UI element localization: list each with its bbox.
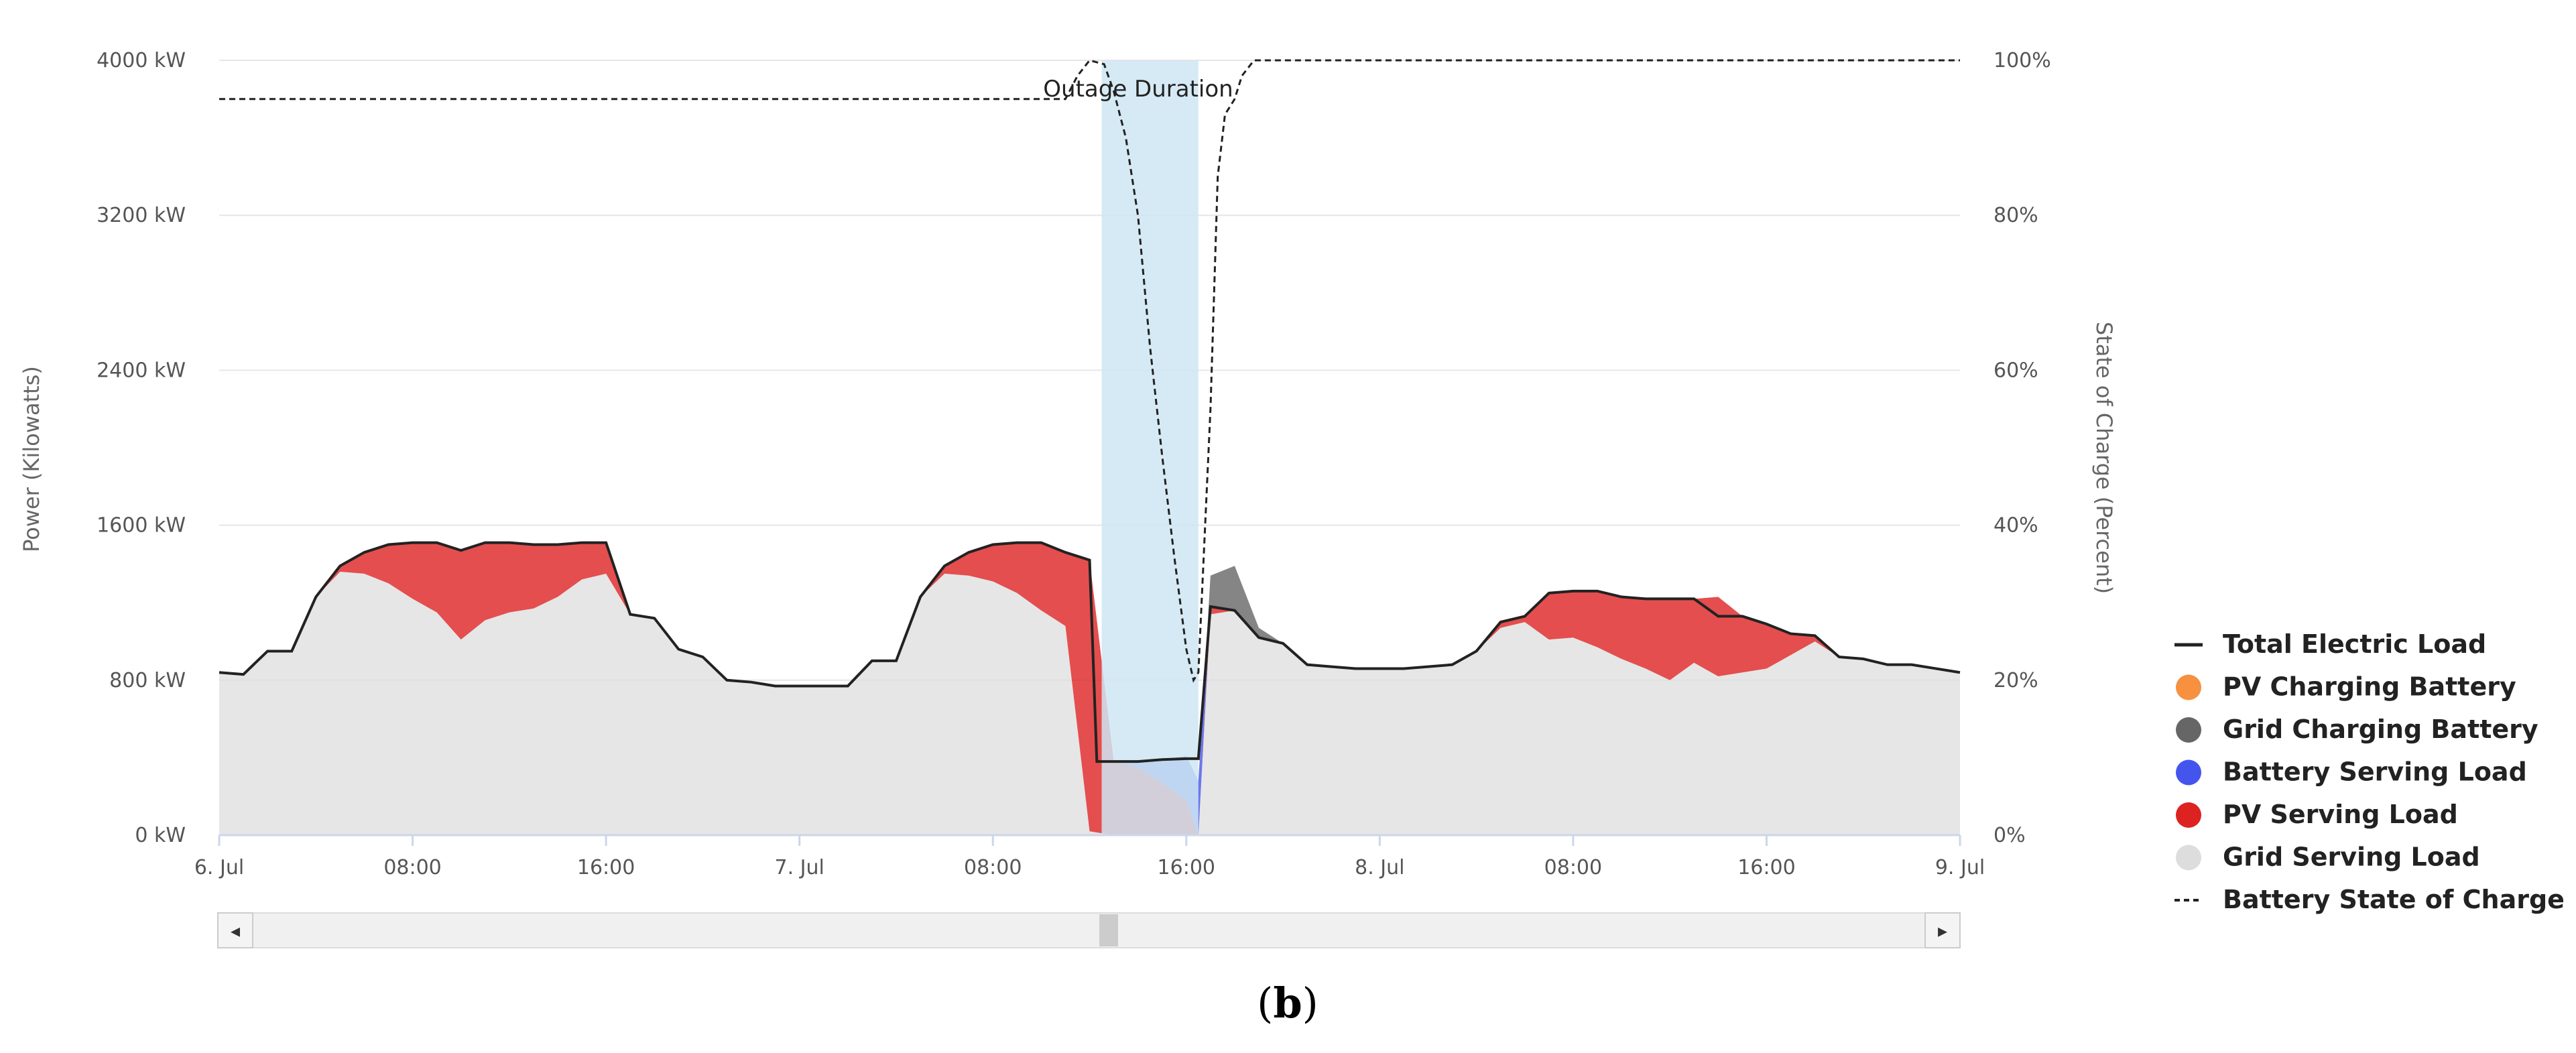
series-lines <box>219 59 1961 763</box>
caption-letter: b <box>1273 979 1302 1028</box>
scrollbar-thumb[interactable] <box>1099 914 1118 946</box>
y-axis-right-title: State of Charge (Percent) <box>2091 322 2117 594</box>
y-tick-right: 60% <box>1994 359 2038 382</box>
y-tick-right: 40% <box>1994 514 2038 538</box>
legend-symbol-grid-charging-battery <box>2176 717 2201 743</box>
x-tick-label: 8. Jul <box>1355 856 1404 879</box>
legend-symbol-grid-serving-load <box>2176 845 2201 871</box>
legend-symbol-pv-charging-battery <box>2176 674 2201 700</box>
caption-close-paren: ) <box>1302 979 1318 1028</box>
y-tick-left: 0 kW <box>135 824 186 847</box>
area-pv-serving-load <box>219 542 1960 835</box>
caption-open-paren: ( <box>1257 979 1273 1028</box>
legend-label-pv-serving-load: PV Serving Load <box>2223 800 2458 829</box>
y-tick-right: 100% <box>1994 49 2051 72</box>
y-tick-left: 800 kW <box>109 669 186 692</box>
x-tick-label: 08:00 <box>964 856 1022 879</box>
y-tick-left: 3200 kW <box>97 204 186 227</box>
navigator-scrollbar[interactable]: ◂ ▸ <box>217 912 1961 948</box>
scroll-left-arrow-icon: ◂ <box>231 920 240 942</box>
x-tick-label: 08:00 <box>1544 856 1602 879</box>
y-axis-left-title: Power (Kilowatts) <box>19 366 44 552</box>
y-tick-right: 80% <box>1994 204 2038 227</box>
legend-label-pv-charging-battery: PV Charging Battery <box>2223 672 2516 702</box>
legend-symbol-battery-serving-load <box>2176 759 2201 786</box>
outage-band-rect <box>1101 60 1199 835</box>
y-tick-right: 20% <box>1994 669 2038 692</box>
scrollbar-left-button[interactable] <box>217 912 253 948</box>
x-tick-label: 16:00 <box>577 856 635 879</box>
area-grid-serving-load <box>219 571 1960 835</box>
outage-band <box>1101 60 1199 835</box>
line-battery-state-of-charge <box>219 59 1960 683</box>
series-areas <box>219 542 1960 835</box>
outage-duration-label: Outage Duration <box>1043 76 1233 103</box>
legend-label-grid-charging-battery: Grid Charging Battery <box>2223 715 2538 744</box>
legend-label-battery-state-of-charge: Battery State of Charge <box>2223 885 2565 914</box>
legend-symbol-pv-serving-load <box>2176 802 2201 828</box>
legend-label-battery-serving-load: Battery Serving Load <box>2223 757 2527 787</box>
x-tick-label: 16:00 <box>1737 856 1795 879</box>
legend: Total Electric Load PV Charging Battery Gr… <box>2174 629 2565 914</box>
x-tick-label: 08:00 <box>383 856 441 879</box>
x-tick-label: 6. Jul <box>194 856 244 879</box>
legend-label-grid-serving-load: Grid Serving Load <box>2223 843 2480 872</box>
x-tick-label: 9. Jul <box>1935 856 1985 879</box>
y-tick-left: 2400 kW <box>97 359 186 382</box>
scroll-right-arrow-icon: ▸ <box>1938 920 1947 942</box>
axes: 0 kW 800 kW 1600 kW 2400 kW 3200 kW 4000 kW 0%… <box>97 49 2051 879</box>
y-tick-left: 4000 kW <box>97 49 186 72</box>
scrollbar-right-button[interactable] <box>1924 912 1961 948</box>
line-total-electric-load <box>219 541 1961 763</box>
y-tick-left: 1600 kW <box>97 514 186 538</box>
figure-caption: (b) <box>1257 979 1318 1028</box>
y-tick-right: 0% <box>1994 824 2026 847</box>
scrollbar-track[interactable] <box>217 912 1961 948</box>
x-tick-label: 7. Jul <box>774 856 824 879</box>
legend-label-total-electric-load: Total Electric Load <box>2223 629 2486 659</box>
x-tick-label: 16:00 <box>1158 856 1215 879</box>
